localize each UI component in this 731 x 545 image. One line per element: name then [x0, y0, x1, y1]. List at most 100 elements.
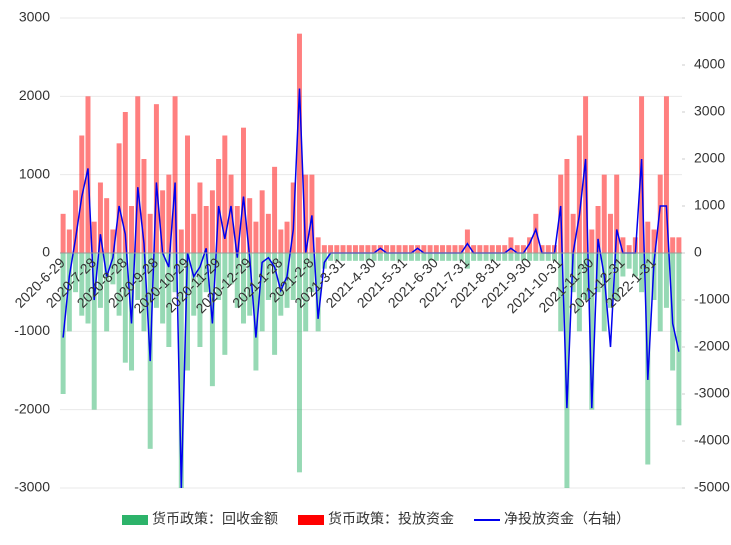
bar: [79, 253, 85, 316]
bar: [601, 174, 607, 253]
bar: [477, 245, 483, 253]
bar: [290, 253, 296, 300]
bar: [595, 206, 601, 253]
bar: [427, 245, 433, 253]
y2-tick-label: -3000: [694, 385, 730, 401]
bar: [371, 245, 377, 253]
legend: 货币政策：回收金额 货币政策：投放资金 净投放资金（右轴）: [122, 511, 630, 527]
bar: [576, 253, 582, 332]
bar: [85, 253, 91, 324]
bar: [178, 253, 184, 488]
bar: [241, 127, 246, 253]
bar: [265, 253, 271, 300]
bar: [396, 245, 402, 253]
bar: [458, 253, 464, 261]
bar: [514, 245, 520, 253]
bar: [340, 245, 346, 253]
bar: [116, 253, 122, 316]
bar: [402, 245, 408, 253]
bar: [589, 229, 595, 253]
bar: [396, 253, 402, 261]
bar: [496, 253, 501, 261]
bar: [365, 253, 371, 261]
bar: [104, 253, 110, 332]
bar: [483, 245, 489, 253]
bar: [433, 245, 439, 253]
bar: [241, 253, 246, 324]
y-tick-label: 2000: [19, 87, 50, 103]
bar: [321, 253, 327, 269]
bar: [160, 190, 166, 253]
bar: [116, 143, 122, 253]
bar: [464, 253, 470, 269]
bar: [595, 253, 601, 293]
bar: [508, 237, 514, 253]
y-tick-label: -2000: [14, 400, 50, 416]
bar: [172, 96, 178, 253]
bar: [377, 253, 383, 261]
bar: [234, 253, 240, 308]
bar: [66, 253, 72, 332]
bar: [651, 229, 657, 253]
bar: [265, 213, 271, 253]
bar: [614, 253, 620, 300]
y-tick-label: 0: [42, 244, 50, 260]
bar: [539, 253, 545, 261]
bar: [371, 253, 377, 261]
bar: [676, 253, 682, 426]
bar: [253, 253, 259, 371]
y2-tick-label: -1000: [694, 291, 730, 307]
bar: [527, 253, 533, 261]
bar: [427, 253, 433, 261]
bar: [415, 253, 421, 261]
bar: [452, 245, 458, 253]
bar: [502, 245, 508, 253]
bar: [147, 213, 153, 253]
legend-swatch: [298, 515, 324, 525]
bar: [73, 190, 79, 253]
bar: [359, 245, 365, 253]
bar: [620, 237, 626, 253]
bar: [160, 253, 166, 324]
bar: [303, 174, 309, 253]
bar: [222, 253, 228, 355]
bar: [639, 253, 645, 293]
bar: [222, 135, 228, 253]
bar: [651, 253, 657, 300]
bar: [520, 245, 526, 253]
bar: [197, 253, 203, 347]
bar: [657, 253, 663, 332]
bar: [166, 174, 172, 253]
bar: [185, 253, 190, 371]
bar: [122, 112, 128, 253]
bar: [340, 253, 346, 261]
bar: [527, 237, 533, 253]
bar: [552, 253, 557, 261]
bar: [247, 253, 253, 316]
bar: [446, 253, 452, 261]
bar: [352, 245, 358, 253]
bar: [601, 253, 607, 332]
bar: [328, 245, 334, 253]
bar: [620, 253, 626, 277]
bar: [489, 253, 495, 261]
bar: [663, 96, 669, 253]
bar: [502, 253, 508, 261]
bar: [253, 221, 259, 253]
bar: [558, 253, 564, 332]
bar: [259, 190, 265, 253]
bar: [272, 166, 278, 253]
bar: [352, 253, 358, 261]
bar: [663, 253, 669, 308]
bar: [657, 174, 663, 253]
bar: [141, 159, 147, 253]
bar: [576, 135, 582, 253]
bar: [545, 253, 551, 261]
bar: [110, 229, 116, 253]
bar: [564, 159, 570, 253]
y-tick-label: 3000: [19, 9, 50, 25]
bar: [91, 221, 97, 253]
bar: [489, 245, 495, 253]
bar: [259, 253, 265, 332]
bar: [346, 253, 352, 261]
